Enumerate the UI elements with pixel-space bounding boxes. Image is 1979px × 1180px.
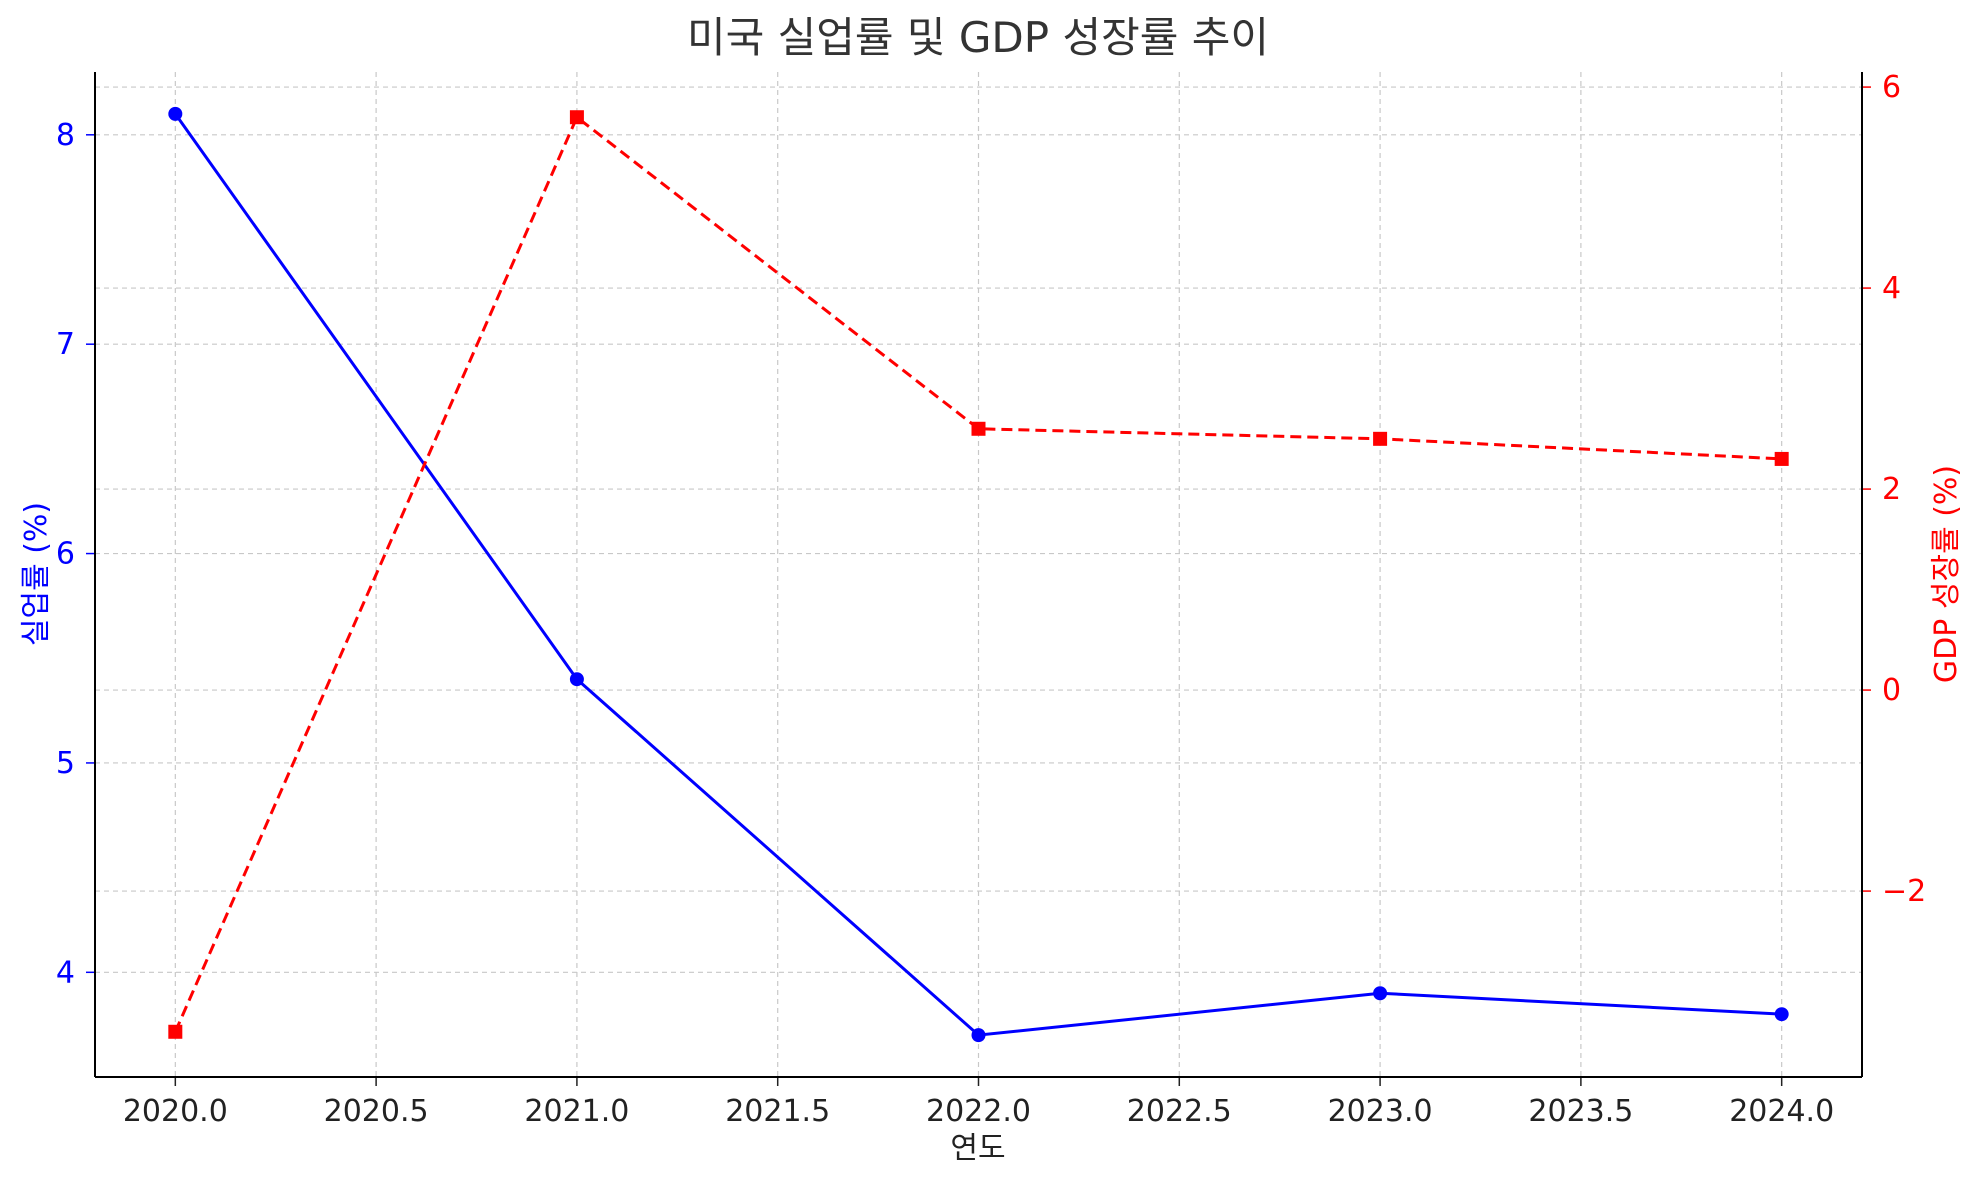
right-y-axis-title: GDP 성장률 (%) <box>1929 465 1964 683</box>
tick-labels: 2020.0 2020.5 2021.0 2021.5 2022.0 2022.5 2023… <box>56 70 1926 1129</box>
right-y-tick-label: 0 <box>1882 673 1901 708</box>
unemployment-data-point <box>569 672 584 687</box>
x-tick-label: 2023.5 <box>1528 1094 1633 1129</box>
x-tick-label: 2020.5 <box>324 1094 429 1129</box>
gdp-growth-data-point <box>1373 431 1388 446</box>
unemployment-data-point <box>168 106 183 121</box>
x-tick-label: 2022.0 <box>926 1094 1031 1129</box>
gdp-growth-data-point <box>168 1024 183 1039</box>
unemployment-data-point <box>1373 986 1388 1001</box>
gdp-growth-data-point <box>971 421 986 436</box>
left-y-tick-label: 4 <box>56 955 75 990</box>
left-y-tick-label: 8 <box>56 118 75 153</box>
x-tick-label: 2023.0 <box>1328 1094 1433 1129</box>
gdp-growth-data-point <box>569 110 584 125</box>
x-tick-label: 2021.5 <box>725 1094 830 1129</box>
right-y-tick-label: −2 <box>1882 874 1926 909</box>
right-y-tick-label: 2 <box>1882 472 1901 507</box>
x-tick-label: 2022.5 <box>1127 1094 1232 1129</box>
x-tick-label: 2021.0 <box>524 1094 629 1129</box>
unemployment-data-point <box>971 1028 986 1043</box>
x-tick-label: 2024.0 <box>1729 1094 1834 1129</box>
chart-title: 미국 실업률 및 GDP 성장률 추이 <box>687 13 1269 62</box>
series-layer <box>168 106 1789 1043</box>
gdp-growth-data-point <box>1774 451 1789 466</box>
grid-lines <box>95 72 1862 1077</box>
left-y-tick-label: 5 <box>56 746 75 781</box>
gdp-growth-series-line <box>173 114 1782 1033</box>
unemployment-data-point <box>1774 1007 1789 1022</box>
right-y-tick-label: 4 <box>1882 271 1901 306</box>
left-y-tick-label: 6 <box>56 537 75 572</box>
left-y-axis-title: 실업률 (%) <box>19 502 54 646</box>
left-y-tick-label: 7 <box>56 327 75 362</box>
x-axis-title: 연도 <box>950 1131 1005 1166</box>
right-y-tick-label: 6 <box>1882 70 1901 105</box>
axes <box>86 72 1871 1086</box>
x-tick-label: 2020.0 <box>123 1094 228 1129</box>
